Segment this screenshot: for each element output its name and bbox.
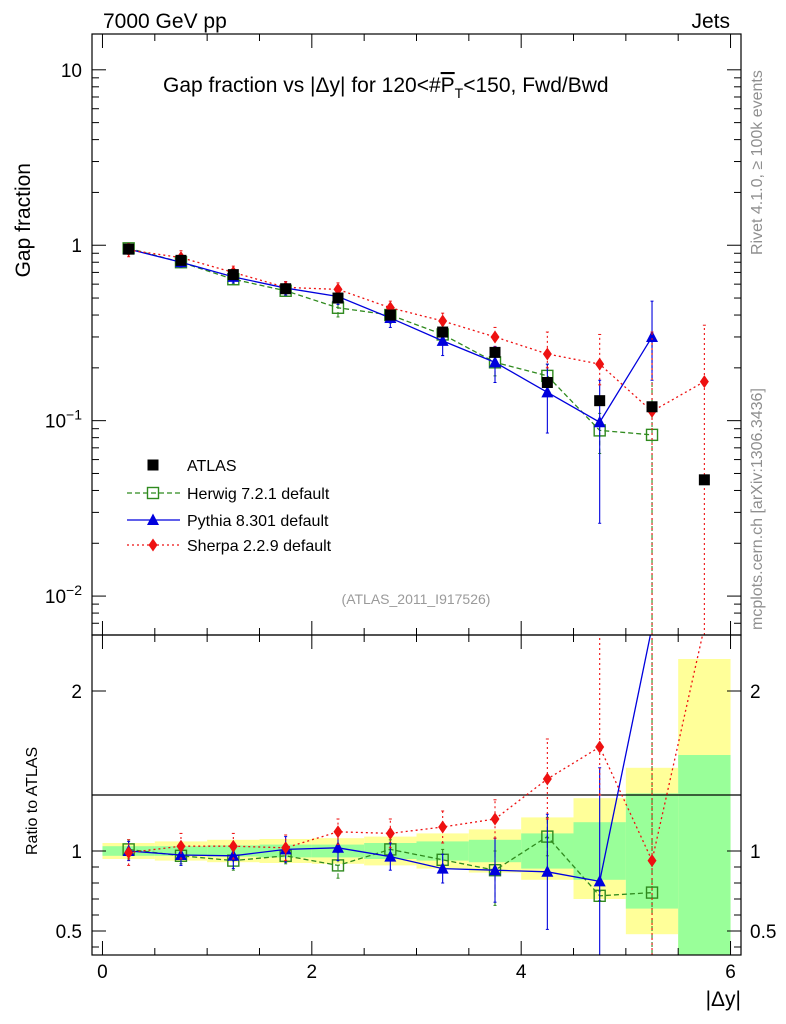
x-axis-label: |Δy| [706,988,741,1011]
x-tick-label: 6 [725,962,736,983]
ratio-band-inner [678,755,731,955]
watermark: (ATLAS_2011_I917526) [342,591,491,607]
y-axis-label-main: Gap fraction [12,163,35,277]
legend-label-herwig: Herwig 7.2.1 default [187,486,330,503]
ratio-y-tick-label-right: 2 [750,682,761,703]
ratio-pythia-point [227,849,240,861]
plot-title-sub: T [455,85,464,101]
ratio-pythia-point [541,865,554,877]
ratio-y-tick-label: 0.5 [56,922,82,943]
main-pythia-point [646,330,659,342]
x-tick-label: 4 [516,962,527,983]
ratio-sherpa-point [333,825,343,839]
main-sherpa-point [490,330,500,344]
ratio-pythia-point [331,841,344,853]
ratio-sherpa-point [438,820,448,834]
y-axis-label-ratio: Ratio to ATLAS [24,747,41,855]
ratio-y-tick-label: 2 [71,682,82,703]
side-label-rivet: Rivet 4.1.0, ≥ 100k events [749,70,766,255]
ratio-sherpa-point [490,812,500,826]
plot-title: Gap fraction vs |Δy| for 120<#PT<150, Fw… [163,74,609,101]
x-tick-label: 0 [97,962,108,983]
ratio-sherpa-point [281,841,291,855]
main-pythia-point [593,415,606,428]
ratio-sherpa-point [595,740,605,754]
legend-label-pythia: Pythia 8.301 default [187,513,329,530]
main-pythia-line [128,248,653,424]
ratio-y-tick-label-right: 1 [750,842,761,863]
main-y-tick-label: 10 [61,61,82,82]
legend-label-atlas: ATLAS [187,458,237,475]
main-atlas-point [123,243,135,255]
x-tick-label: 2 [307,962,318,983]
ratio-sherpa-line [128,635,704,863]
plot-title-post: <150, Fwd/Bwd [463,74,608,97]
ratio-y-tick-label-right: 0.5 [750,922,776,943]
ratio-pythia-point [489,863,502,876]
main-atlas-point [384,309,396,321]
main-plot-axes: 10 1 10−1 10−2 [45,34,741,636]
ratio-sherpa-point [228,839,238,853]
ratio-pythia-point [593,874,606,887]
side-label-mcplots: mcplots.cern.ch [arXiv:1306.3436] [749,388,766,630]
ratio-y-tick-label: 1 [71,842,82,863]
ratio-sherpa-point [385,826,395,840]
ratio-plot-series [122,621,709,955]
main-atlas-point [698,474,710,486]
main-sherpa-point [438,314,448,328]
header-left: 7000 GeV pp [103,10,227,33]
ratio-sherpa-point [124,846,134,860]
main-atlas-point [489,346,501,358]
plot-title-over: P [441,74,455,97]
main-sherpa-point [542,347,552,361]
main-atlas-point [332,292,344,304]
main-pythia-point [436,334,449,346]
main-plot-series [122,242,710,635]
main-sherpa-point [699,375,709,389]
main-pythia-point [541,385,554,398]
ratio-plot-frame [91,634,742,956]
main-atlas-point [594,395,606,407]
main-atlas-point [541,377,553,389]
main-atlas-point [437,326,449,338]
ratio-sherpa-point [647,854,657,868]
main-pythia-point [489,355,502,368]
main-atlas-point [280,283,292,295]
legend-marker-sherpa [148,538,158,552]
ratio-pythia-point [174,848,187,860]
main-sherpa-line [128,249,705,413]
main-y-tick-label: 10−1 [45,407,82,433]
main-sherpa-point [595,357,605,371]
legend-marker-herwig [146,486,160,500]
legend-marker-atlas [147,459,159,471]
main-herwig-line [128,247,653,436]
ratio-sherpa-point [542,772,552,786]
legend-marker-pythia [147,513,159,525]
main-y-tick-label: 1 [71,236,82,257]
main-atlas-point [646,401,658,413]
legend-label-sherpa: Sherpa 2.2.9 default [187,538,332,555]
ratio-sherpa-point [700,621,709,634]
ratio-sherpa-point [176,839,186,853]
main-atlas-point [175,254,187,266]
main-y-tick-label: 10−2 [45,582,82,608]
ratio-pythia-point [384,850,397,862]
legend: ATLAS Herwig 7.2.1 default Pythia 8.301 … [127,458,332,555]
main-atlas-point [227,269,239,281]
plot-title-pre: Gap fraction vs |Δy| for 120<# [163,74,441,97]
ratio-pythia-point [436,862,449,874]
header-right: Jets [691,10,730,33]
ratio-plot-axes: 0.5 0.5 1 1 2 2 0 2 4 6 [56,635,776,983]
